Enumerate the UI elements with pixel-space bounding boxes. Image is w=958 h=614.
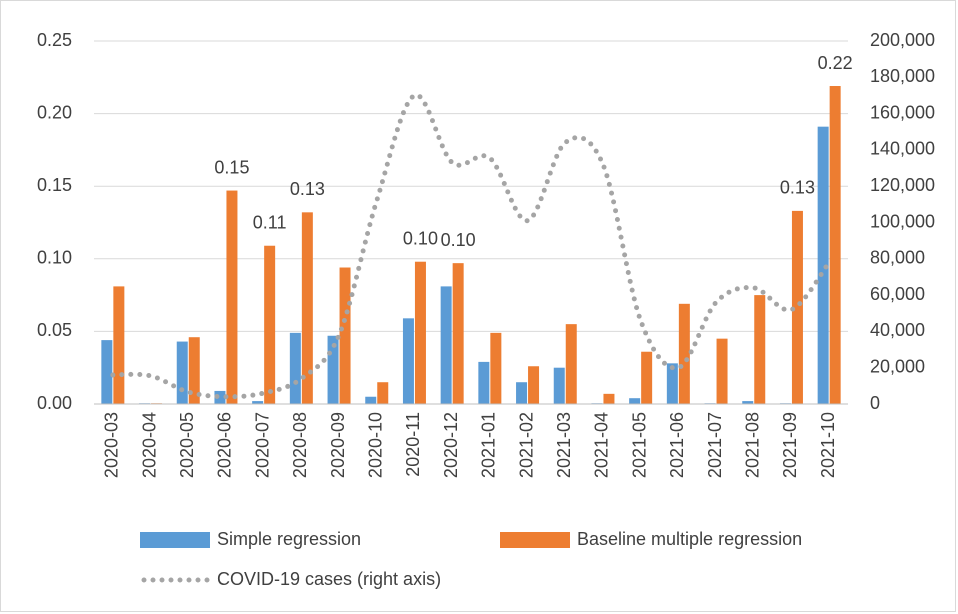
x-tick-label: 2021-08 [743, 412, 763, 478]
data-label: 0.10 [403, 228, 438, 248]
bar [603, 393, 615, 404]
bar [402, 318, 414, 404]
y-tick-label: 0.10 [37, 248, 72, 268]
bar [414, 261, 426, 404]
y2-tick-label: 0 [870, 393, 880, 413]
bar [716, 338, 728, 404]
y2-tick-label: 20,000 [870, 356, 925, 376]
bar [478, 361, 490, 404]
x-tick-label: 2020-10 [366, 412, 386, 478]
bar [829, 86, 841, 405]
legend-swatch [140, 532, 210, 548]
bar [817, 126, 829, 404]
legend-label: Simple regression [217, 529, 361, 549]
x-tick-label: 2021-10 [818, 412, 838, 478]
bar [565, 324, 577, 404]
bar [490, 332, 502, 404]
bar [553, 367, 565, 404]
bar [101, 340, 113, 404]
x-tick-label: 2021-05 [629, 412, 649, 478]
legend-swatch [500, 532, 570, 548]
bar [289, 332, 301, 404]
bar [301, 212, 313, 404]
data-label: 0.13 [290, 179, 325, 199]
bar [440, 286, 452, 404]
bar [176, 341, 188, 404]
y-tick-label: 0.00 [37, 393, 72, 413]
y2-tick-label: 100,000 [870, 211, 935, 231]
x-tick-label: 2021-04 [592, 412, 612, 478]
bar [188, 337, 200, 404]
bar [339, 267, 351, 404]
x-tick-label: 2020-03 [102, 412, 122, 478]
y-tick-label: 0.05 [37, 320, 72, 340]
x-tick-label: 2020-06 [215, 412, 235, 478]
bar [629, 398, 641, 404]
bar [666, 363, 678, 404]
y2-tick-label: 140,000 [870, 139, 935, 159]
x-tick-label: 2021-06 [667, 412, 687, 478]
y-tick-label: 0.15 [37, 175, 72, 195]
y-tick-label: 0.20 [37, 102, 72, 122]
x-tick-label: 2020-09 [328, 412, 348, 478]
data-label: 0.11 [253, 212, 287, 232]
bar [678, 303, 690, 404]
y2-tick-label: 160,000 [870, 102, 935, 122]
bar [452, 263, 464, 404]
bar [214, 390, 226, 404]
bar [754, 295, 766, 404]
y-tick-label: 0.25 [37, 30, 72, 50]
bar [264, 245, 276, 404]
bar [791, 210, 803, 404]
bar [252, 401, 264, 404]
y2-tick-label: 60,000 [870, 284, 925, 304]
x-tick-label: 2021-09 [780, 412, 800, 478]
x-tick-label: 2020-08 [290, 412, 310, 478]
bar [528, 366, 540, 404]
x-tick-label: 2020-05 [177, 412, 197, 478]
data-label: 0.13 [780, 178, 815, 198]
x-tick-label: 2021-02 [516, 412, 536, 478]
line [110, 92, 832, 400]
x-tick-label: 2020-11 [403, 412, 423, 477]
x-tick-label: 2021-01 [479, 412, 499, 478]
data-label: 0.10 [441, 230, 476, 250]
bar [226, 190, 238, 404]
legend-label: COVID-19 cases (right axis) [217, 569, 441, 589]
data-label: 0.22 [818, 53, 853, 73]
bar [742, 401, 754, 404]
x-tick-label: 2021-03 [554, 412, 574, 478]
x-tick-label: 2021-07 [705, 412, 725, 478]
x-tick-label: 2020-12 [441, 412, 461, 478]
y2-tick-label: 40,000 [870, 320, 925, 340]
x-tick-label: 2020-04 [139, 412, 159, 478]
bar [327, 335, 339, 404]
y2-tick-label: 120,000 [870, 175, 935, 195]
bar [377, 382, 389, 404]
y2-tick-label: 180,000 [870, 66, 935, 86]
y2-tick-label: 80,000 [870, 248, 925, 268]
data-label: 0.15 [214, 157, 249, 177]
bar [641, 351, 653, 404]
bar [113, 286, 125, 404]
x-tick-label: 2020-07 [252, 412, 272, 478]
y2-tick-label: 200,000 [870, 30, 935, 50]
legend-label: Baseline multiple regression [577, 529, 802, 549]
bar [516, 382, 528, 404]
bar [365, 396, 377, 404]
